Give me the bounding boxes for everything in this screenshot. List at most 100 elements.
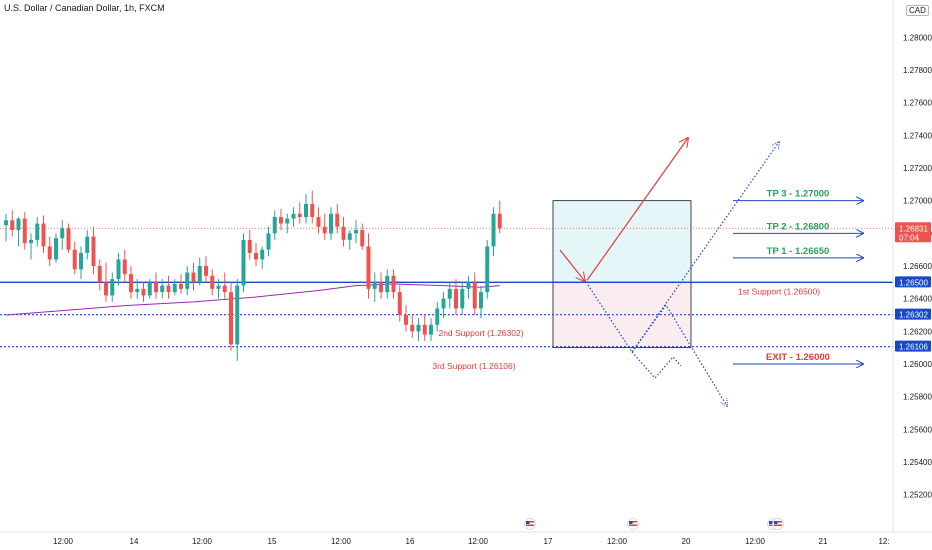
candle-body	[185, 272, 190, 289]
flag-stripe	[629, 521, 637, 523]
price-tick-label: 1.27800	[903, 66, 932, 75]
candle-body	[97, 266, 102, 283]
second-support-badge-text: 1.26302	[899, 311, 928, 320]
time-tick-label: 16	[406, 537, 415, 546]
candle-body	[35, 223, 40, 240]
candle-body	[441, 298, 446, 309]
candle-body	[41, 223, 46, 247]
candle	[54, 233, 58, 263]
candle	[91, 226, 96, 275]
candle-body	[429, 324, 433, 335]
candle	[279, 208, 283, 231]
candle	[260, 246, 265, 270]
time-axis[interactable]: 12:00 14 12:00 15 12:00 16 12:00 17 12:00 20 12:00…	[53, 537, 890, 546]
candle-body	[172, 283, 177, 293]
candle	[204, 256, 208, 283]
third-support-badge: 1.26106	[895, 340, 931, 352]
first-support-badge: 1.26500	[895, 276, 931, 288]
flag-canton	[774, 521, 778, 524]
candle-body	[304, 203, 308, 217]
candle	[29, 233, 33, 260]
price-axis[interactable]: 1.28000 1.27800 1.27600 1.27400 1.27200 1.270…	[903, 33, 932, 499]
candle	[441, 292, 446, 319]
current-price-badge-text: 1.26831	[899, 224, 928, 233]
flag-stripe	[774, 524, 782, 526]
candle-body	[472, 282, 477, 309]
candle-body	[422, 324, 427, 335]
time-tick-label: 20	[682, 537, 691, 546]
candle-body	[254, 252, 258, 260]
candle-body	[191, 272, 196, 283]
candle-body	[335, 213, 340, 227]
candle-body	[116, 259, 121, 280]
candle	[129, 266, 133, 299]
candle-body	[260, 249, 265, 260]
candle	[85, 230, 90, 260]
candle	[141, 282, 146, 302]
candle	[41, 215, 46, 253]
candle-body	[47, 246, 52, 260]
first-support-badge-bg	[895, 276, 931, 288]
candle	[397, 285, 402, 322]
candle	[235, 279, 240, 361]
candle	[404, 305, 408, 332]
candle	[304, 194, 308, 224]
candle	[322, 213, 327, 240]
currency-label[interactable]: CAD	[906, 5, 929, 16]
candle	[10, 210, 15, 237]
current-price-badge-bg	[895, 222, 931, 243]
candle	[135, 279, 140, 299]
candle	[229, 282, 233, 351]
candle	[22, 212, 27, 250]
candle	[335, 203, 340, 234]
candle-body	[229, 292, 233, 345]
candle-body	[154, 282, 158, 293]
flag-stripe	[526, 521, 534, 523]
candle-body	[204, 266, 208, 276]
price-tick-label: 1.27200	[903, 164, 932, 173]
event-flags[interactable]	[524, 518, 784, 530]
third-support-label: 3rd Support (1.26106)	[432, 361, 515, 371]
candle	[147, 279, 152, 299]
candle	[497, 200, 502, 234]
candle	[354, 220, 358, 244]
candle	[116, 252, 121, 286]
candle	[379, 272, 383, 299]
candle-body	[129, 274, 133, 293]
candle-body	[104, 282, 108, 296]
price-tick-label: 1.26400	[903, 295, 932, 304]
candle	[160, 279, 165, 299]
candle	[479, 285, 483, 319]
candle-body	[279, 217, 283, 224]
candle-body	[85, 236, 90, 253]
us-flag-icon	[627, 518, 639, 530]
time-tick-label: 12:00	[192, 537, 213, 546]
candle	[347, 230, 352, 250]
candle	[372, 272, 377, 302]
red-arrow-up	[586, 138, 688, 281]
candle-body	[329, 213, 333, 234]
price-tick-label: 1.26000	[903, 360, 932, 369]
candle	[291, 207, 296, 227]
candle	[191, 262, 196, 291]
candle	[266, 226, 271, 257]
candle	[210, 269, 215, 296]
third-support-badge-text: 1.26106	[899, 343, 928, 352]
candle-body	[466, 282, 471, 289]
candle	[154, 272, 158, 299]
candle	[429, 318, 433, 342]
candle	[72, 241, 77, 275]
candle	[285, 213, 290, 234]
second-support-label: 2nd Support (1.26302)	[438, 328, 523, 338]
candle-body	[479, 292, 483, 309]
candle	[341, 217, 346, 247]
candle-body	[272, 217, 277, 234]
candle	[329, 207, 333, 240]
candle-body	[66, 228, 71, 250]
candle	[79, 246, 83, 280]
time-tick-label: 14	[130, 537, 139, 546]
candle-body	[166, 285, 171, 293]
candle	[4, 213, 8, 242]
candle-body	[372, 282, 377, 289]
